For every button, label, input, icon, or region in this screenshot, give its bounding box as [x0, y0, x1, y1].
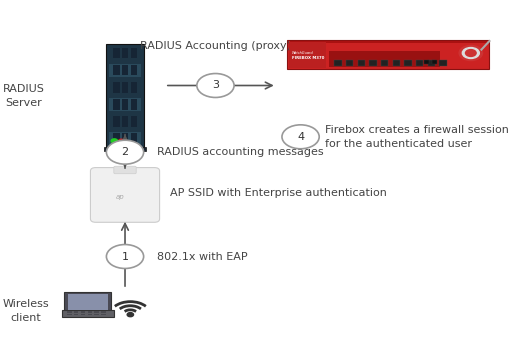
Circle shape	[459, 45, 483, 61]
FancyBboxPatch shape	[113, 99, 120, 110]
Text: Wireless
client: Wireless client	[2, 299, 49, 323]
Text: 2: 2	[121, 147, 129, 157]
FancyBboxPatch shape	[113, 133, 120, 144]
Circle shape	[106, 140, 144, 164]
FancyBboxPatch shape	[130, 133, 137, 144]
FancyBboxPatch shape	[334, 60, 342, 66]
Circle shape	[106, 245, 144, 268]
FancyBboxPatch shape	[62, 310, 114, 317]
FancyBboxPatch shape	[90, 168, 160, 222]
FancyBboxPatch shape	[130, 116, 137, 127]
FancyBboxPatch shape	[81, 311, 85, 313]
FancyBboxPatch shape	[439, 60, 447, 66]
Text: WatchGuard: WatchGuard	[292, 51, 313, 55]
Text: 4: 4	[297, 132, 304, 142]
Text: RADIUS accounting messages: RADIUS accounting messages	[157, 147, 323, 157]
FancyBboxPatch shape	[130, 82, 137, 93]
FancyBboxPatch shape	[104, 147, 146, 151]
FancyBboxPatch shape	[290, 41, 487, 43]
Text: Firebox creates a firewall session
for the authenticated user: Firebox creates a firewall session for t…	[325, 125, 509, 149]
Circle shape	[282, 125, 319, 149]
FancyBboxPatch shape	[67, 311, 71, 313]
Circle shape	[119, 139, 124, 143]
Text: 1: 1	[121, 251, 129, 262]
Text: FIREBOX M370: FIREBOX M370	[292, 56, 324, 60]
FancyBboxPatch shape	[94, 314, 99, 315]
FancyBboxPatch shape	[432, 60, 437, 64]
FancyBboxPatch shape	[68, 294, 107, 310]
FancyBboxPatch shape	[113, 48, 120, 58]
FancyBboxPatch shape	[329, 51, 440, 67]
Text: 3: 3	[212, 80, 219, 91]
FancyBboxPatch shape	[346, 60, 353, 66]
FancyBboxPatch shape	[109, 64, 141, 77]
FancyBboxPatch shape	[101, 311, 106, 313]
Circle shape	[462, 48, 479, 58]
FancyBboxPatch shape	[393, 60, 400, 66]
Circle shape	[111, 139, 118, 143]
FancyBboxPatch shape	[289, 42, 326, 68]
FancyBboxPatch shape	[122, 65, 128, 76]
FancyBboxPatch shape	[369, 60, 377, 66]
Circle shape	[197, 74, 234, 97]
FancyBboxPatch shape	[358, 60, 365, 66]
FancyBboxPatch shape	[113, 65, 120, 76]
FancyBboxPatch shape	[101, 314, 106, 315]
FancyBboxPatch shape	[122, 133, 128, 144]
FancyBboxPatch shape	[109, 132, 141, 145]
Text: RADIUS
Server: RADIUS Server	[3, 84, 45, 108]
FancyBboxPatch shape	[67, 314, 71, 315]
FancyBboxPatch shape	[122, 116, 128, 127]
FancyBboxPatch shape	[109, 115, 141, 128]
FancyBboxPatch shape	[113, 116, 120, 127]
FancyBboxPatch shape	[404, 60, 412, 66]
FancyBboxPatch shape	[130, 99, 137, 110]
FancyBboxPatch shape	[73, 311, 79, 313]
FancyBboxPatch shape	[64, 292, 112, 312]
Text: ap: ap	[115, 194, 124, 200]
FancyBboxPatch shape	[122, 82, 128, 93]
Text: AP SSID with Enterprise authentication: AP SSID with Enterprise authentication	[170, 188, 387, 198]
FancyBboxPatch shape	[130, 48, 137, 58]
Circle shape	[466, 50, 476, 56]
FancyBboxPatch shape	[130, 65, 137, 76]
FancyBboxPatch shape	[381, 60, 388, 66]
FancyBboxPatch shape	[109, 81, 141, 94]
FancyBboxPatch shape	[428, 60, 435, 66]
FancyBboxPatch shape	[114, 166, 136, 174]
FancyBboxPatch shape	[87, 311, 93, 313]
FancyBboxPatch shape	[416, 60, 423, 66]
Text: 802.1x with EAP: 802.1x with EAP	[157, 251, 247, 262]
FancyBboxPatch shape	[113, 82, 120, 93]
FancyBboxPatch shape	[122, 99, 128, 110]
FancyBboxPatch shape	[73, 314, 79, 315]
FancyBboxPatch shape	[94, 311, 99, 313]
FancyBboxPatch shape	[109, 98, 141, 111]
FancyBboxPatch shape	[122, 48, 128, 58]
FancyBboxPatch shape	[106, 44, 144, 147]
FancyBboxPatch shape	[87, 314, 93, 315]
Text: RADIUS Accounting (proxy): RADIUS Accounting (proxy)	[140, 41, 291, 51]
Circle shape	[127, 313, 134, 317]
FancyBboxPatch shape	[81, 314, 85, 315]
FancyBboxPatch shape	[109, 47, 141, 60]
FancyBboxPatch shape	[287, 40, 489, 69]
FancyBboxPatch shape	[424, 60, 429, 64]
